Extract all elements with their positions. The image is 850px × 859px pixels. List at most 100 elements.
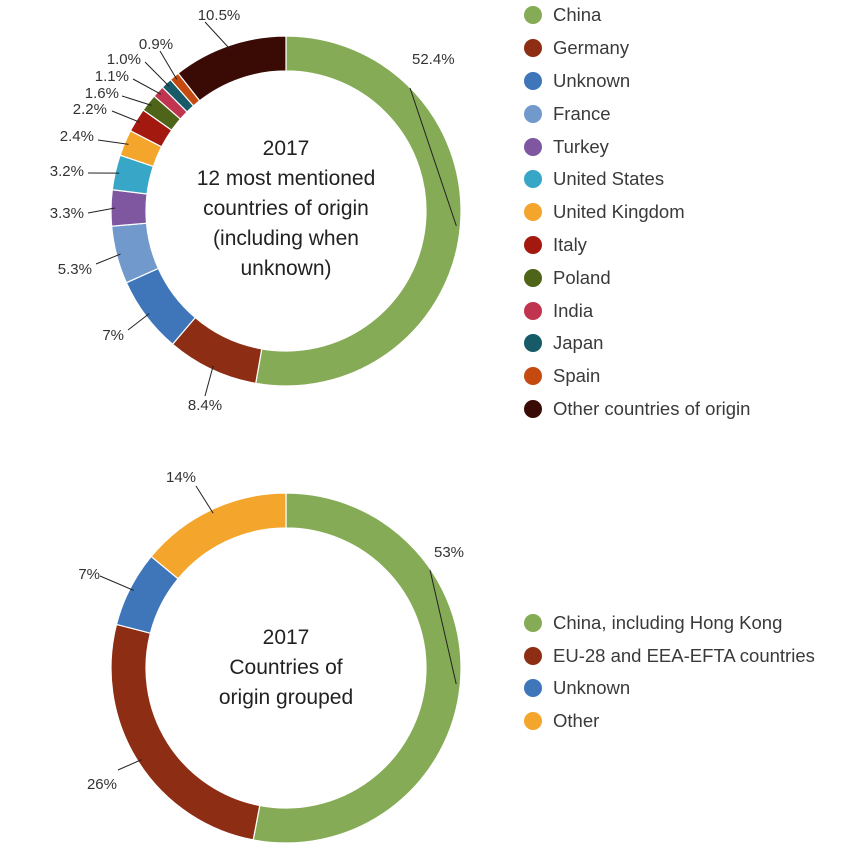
leader-line-united-kingdom (97, 139, 129, 145)
leader-line-spain (159, 50, 178, 80)
data-label-eu-28-and-eea-efta-countries: 26% (87, 776, 117, 793)
donut2-center-title: 2017 Countries of origin grouped (186, 623, 386, 713)
legend-label: China (553, 4, 602, 26)
legend-swatch (524, 137, 542, 156)
donut1-title-line: countries of origin (203, 197, 369, 220)
legend-item-unknown: Unknown (524, 672, 815, 705)
data-label-united-states: 3.2% (50, 163, 84, 180)
data-label-china-including-hong-kong: 53% (434, 544, 464, 561)
legend-swatch (524, 301, 542, 320)
donut1-center-title: 2017 12 most mentioned countries of orig… (186, 134, 386, 284)
leader-line-italy (111, 110, 141, 123)
data-label-germany: 8.4% (188, 397, 222, 414)
data-label-united-kingdom: 2.4% (60, 128, 94, 145)
leader-line-china (409, 87, 457, 227)
legend-item-other: Other (524, 705, 815, 738)
legend-label: Spain (553, 365, 601, 387)
legend-label: Japan (553, 332, 604, 354)
legend-swatch (524, 711, 542, 730)
donut2-legend: China, including Hong Kong EU-28 and EEA… (524, 607, 815, 737)
legend-swatch (524, 268, 542, 287)
legend-item-germany: Germany (524, 32, 750, 65)
legend-item-other-countries: Other countries of origin (524, 393, 750, 426)
legend-item-japan: Japan (524, 327, 750, 360)
legend-item-italy: Italy (524, 229, 750, 262)
data-label-france: 5.3% (58, 261, 92, 278)
slice-other-countries-of-origin (177, 35, 287, 102)
donut-chart-countries-of-origin: 52.4%8.4%7%5.3%3.3%3.2%2.4%2.2%1.6%1.1%1… (50, 7, 462, 414)
leader-line-other (195, 485, 214, 514)
legend-item-china: China (524, 0, 750, 32)
donut2-title-line: origin grouped (218, 686, 354, 709)
legend-item-unknown: Unknown (524, 65, 750, 98)
legend-swatch (524, 39, 542, 58)
donut1-title-line: 2017 (262, 137, 310, 160)
legend-label: India (553, 299, 594, 321)
legend-label: Italy (553, 233, 587, 255)
data-label-unknown: 7% (78, 566, 100, 583)
legend-label: France (553, 102, 611, 124)
data-label-china: 52.4% (412, 51, 455, 68)
data-label-japan: 1.0% (107, 51, 141, 68)
legend-label: Poland (553, 266, 611, 288)
legend-swatch (524, 71, 542, 90)
legend-item-poland: Poland (524, 261, 750, 294)
leader-line-unknown (127, 313, 150, 331)
donut1-title-line: 12 most mentioned (196, 167, 376, 190)
legend-swatch (524, 646, 542, 665)
donut1-title-line: (including when (213, 227, 359, 250)
legend-swatch (524, 203, 542, 222)
leader-line-other-countries-of-origin (204, 21, 231, 50)
data-label-turkey: 3.3% (50, 205, 84, 222)
data-label-other: 14% (166, 469, 196, 486)
data-label-other-countries-of-origin: 10.5% (198, 7, 241, 24)
legend-item-turkey: Turkey (524, 130, 750, 163)
leader-line-japan (144, 61, 170, 87)
legend-swatch (524, 104, 542, 123)
donut1-legend: China Germany Unknown France Turkey Unit… (524, 0, 750, 425)
legend-swatch (524, 235, 542, 254)
legend-swatch (524, 399, 542, 418)
leader-line-poland (121, 95, 152, 106)
legend-label: Germany (553, 37, 630, 59)
legend-label: China, including Hong Kong (553, 612, 783, 634)
legend-label: Unknown (553, 677, 631, 699)
leader-line-india (132, 78, 162, 95)
leader-line-eu-28-and-eea-efta-countries (117, 759, 142, 771)
leader-line-germany (204, 365, 214, 397)
donut2-title-line: Countries of (229, 656, 343, 679)
donut1-title-line: unknown) (240, 257, 332, 280)
leader-line-china-including-hong-kong (429, 569, 457, 685)
data-label-poland: 1.6% (85, 85, 119, 102)
data-label-spain: 0.9% (139, 36, 173, 53)
legend-label: EU-28 and EEA-EFTA countries (553, 644, 815, 666)
legend-item-united-states: United States (524, 163, 750, 196)
data-label-india: 1.1% (95, 68, 129, 85)
legend-swatch (524, 679, 542, 698)
slice-turkey (110, 189, 148, 227)
leader-line-france (95, 253, 121, 265)
legend-swatch (524, 6, 542, 25)
legend-swatch (524, 334, 542, 353)
donut-chart-grouped: 53% 26% 7% 14% (78, 469, 464, 844)
slice-china (255, 35, 462, 387)
legend-item-india: India (524, 294, 750, 327)
data-label-italy: 2.2% (73, 101, 107, 118)
slice-other (150, 492, 287, 580)
legend-item-eu28-eea-efta: EU-28 and EEA-EFTA countries (524, 640, 815, 673)
legend-label: United Kingdom (553, 201, 685, 223)
donut2-title-line: 2017 (262, 626, 310, 649)
legend-swatch (524, 367, 542, 386)
legend-label: United States (553, 168, 665, 190)
legend-label: Other countries of origin (553, 397, 751, 419)
legend-item-china-hong-kong: China, including Hong Kong (524, 607, 815, 640)
leader-line-turkey (87, 207, 116, 214)
legend-item-united-kingdom: United Kingdom (524, 196, 750, 229)
legend-swatch (524, 170, 542, 189)
slice-china-including-hong-kong (252, 492, 462, 844)
legend-label: Unknown (553, 69, 631, 91)
legend-label: Other (553, 709, 600, 731)
leader-line-unknown (99, 575, 134, 591)
legend-label: Turkey (553, 135, 609, 157)
